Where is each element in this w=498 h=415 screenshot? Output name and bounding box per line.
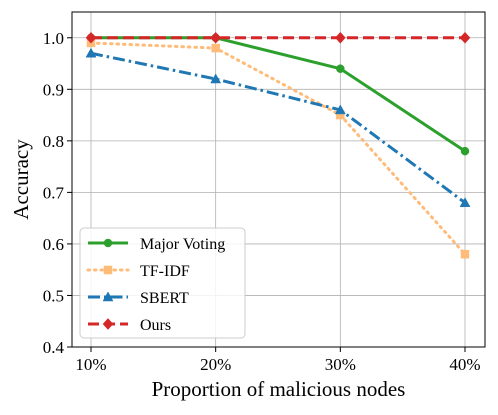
legend-label-major-voting: Major Voting (140, 236, 225, 253)
data-point-sbert (459, 197, 471, 207)
x-axis-label: Proportion of malicious nodes (152, 377, 406, 401)
axis-ticks: 10% 20% 30% 40% 0.4 0.5 0.6 0.7 0.8 0.9 1.0 (43, 29, 481, 374)
series-group (85, 31, 471, 259)
y-tick-label: 0.7 (43, 183, 65, 202)
legend: Major Voting TF-IDF SBERT Ours (79, 227, 246, 339)
y-tick-label: 0.8 (43, 132, 64, 151)
legend-marker-sbert (102, 291, 114, 302)
data-point-sbert (210, 73, 222, 84)
data-point-ours (210, 31, 222, 44)
series-line-sbert (90, 51, 466, 204)
data-point-ours (85, 31, 97, 44)
y-tick-label: 0.6 (43, 235, 64, 254)
legend-label-sbert: SBERT (140, 290, 189, 307)
legend-label-ours: Ours (140, 317, 171, 334)
plot-frame (71, 11, 486, 348)
legend-marker-major-voting (103, 238, 113, 248)
series-ours (85, 31, 471, 44)
series-sbert (85, 47, 471, 207)
data-point-sbert (85, 47, 97, 58)
data-point-tf-idf (211, 43, 220, 53)
x-tick-label: 40% (449, 355, 480, 374)
x-tick-label: 10% (75, 355, 106, 374)
y-tick-label: 0.9 (43, 80, 64, 99)
y-axis-label: Accuracy (9, 139, 33, 220)
y-tick-label: 1.0 (43, 29, 64, 48)
legend-label-tf-idf: TF-IDF (140, 263, 190, 280)
series-line-major-voting (91, 36, 466, 153)
y-tick-label: 0.5 (43, 286, 64, 305)
data-point-ours (459, 31, 471, 44)
x-tick-label: 30% (325, 355, 356, 374)
x-tick-label: 20% (200, 355, 231, 374)
data-point-major-voting (336, 64, 345, 73)
series-line-tf-idf (89, 41, 467, 256)
data-point-ours (334, 31, 346, 44)
series-tf-idf (86, 38, 470, 259)
data-point-sbert (334, 104, 346, 115)
legend-marker-ours (102, 318, 114, 330)
legend-marker-tf-idf (103, 265, 113, 275)
legend-box (79, 227, 246, 339)
data-point-tf-idf (460, 249, 470, 259)
data-point-major-voting (460, 146, 470, 156)
y-tick-label: 0.4 (43, 338, 65, 357)
